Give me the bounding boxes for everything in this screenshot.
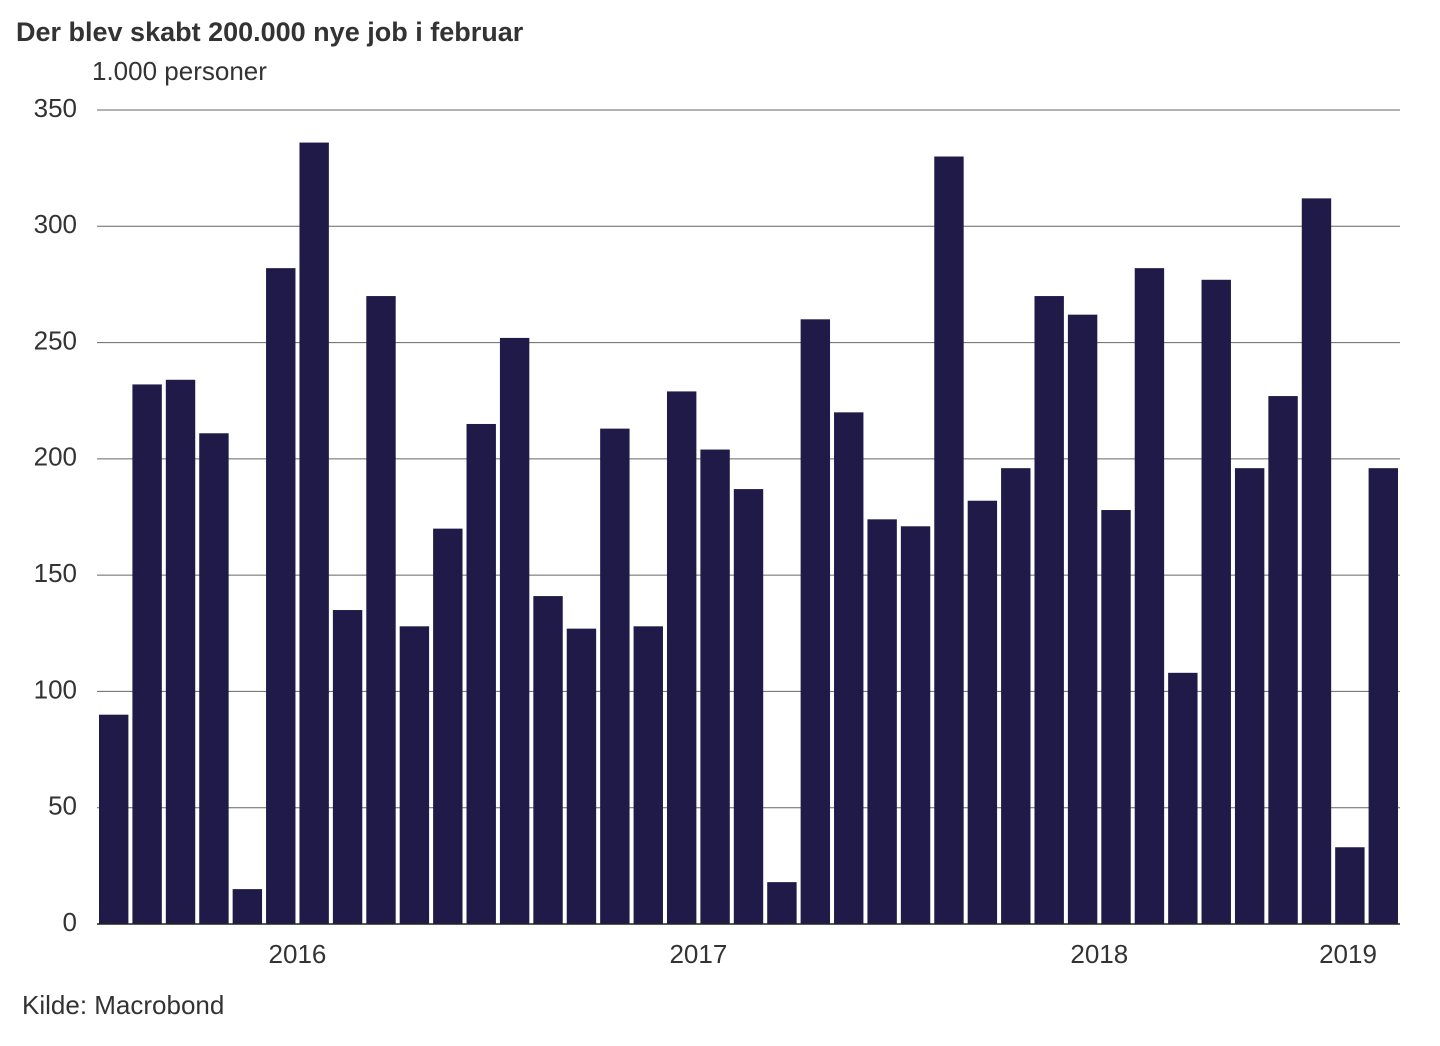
- bar: [633, 626, 663, 924]
- bar: [900, 526, 931, 924]
- y-axis-label: 1.000 personer: [92, 56, 267, 86]
- bar: [533, 596, 563, 924]
- x-tick-label: 2016: [269, 939, 327, 969]
- bar: [867, 519, 897, 924]
- bar: [332, 610, 363, 924]
- bar: [366, 296, 396, 924]
- bar: [1201, 279, 1231, 925]
- bar: [232, 889, 263, 924]
- y-tick-label: 50: [48, 791, 77, 821]
- bar: [1234, 468, 1265, 924]
- bar: [1001, 468, 1031, 924]
- bar: [1101, 510, 1131, 924]
- bar: [566, 628, 597, 924]
- bar: [1034, 296, 1064, 924]
- bar: [733, 489, 764, 924]
- bar: [834, 412, 864, 924]
- x-tick-label: 2018: [1070, 939, 1128, 969]
- bar: [1368, 468, 1398, 924]
- bar: [800, 319, 831, 924]
- bar: [1268, 396, 1298, 924]
- bar: [934, 156, 964, 924]
- bar: [1134, 268, 1165, 924]
- x-tick-label: 2017: [669, 939, 727, 969]
- y-tick-label: 150: [34, 558, 77, 588]
- bar: [299, 142, 329, 924]
- x-tick-label: 2019: [1319, 939, 1377, 969]
- y-tick-label: 350: [34, 93, 77, 123]
- bar: [99, 714, 129, 924]
- bar: [466, 423, 496, 924]
- bar: [967, 500, 998, 924]
- bar: [1168, 672, 1198, 924]
- bar: [199, 433, 229, 924]
- y-tick-label: 250: [34, 325, 77, 355]
- bar: [767, 882, 797, 924]
- bar: [700, 449, 730, 924]
- bar: [165, 379, 196, 925]
- chart-title: Der blev skabt 200.000 nye job i februar: [16, 17, 524, 47]
- y-tick-label: 300: [34, 209, 77, 239]
- bar: [1301, 198, 1332, 924]
- source: Kilde: Macrobond: [22, 990, 224, 1020]
- bar: [666, 391, 697, 924]
- y-tick-label: 0: [63, 907, 77, 937]
- bar: [266, 268, 296, 924]
- bar: [132, 384, 162, 924]
- bar: [1067, 314, 1098, 925]
- y-tick-label: 100: [34, 674, 77, 704]
- bar: [1335, 847, 1365, 924]
- bar: [600, 428, 630, 924]
- bar: [433, 528, 463, 924]
- bar: [499, 337, 530, 924]
- y-tick-label: 200: [34, 442, 77, 472]
- bar: [399, 626, 430, 924]
